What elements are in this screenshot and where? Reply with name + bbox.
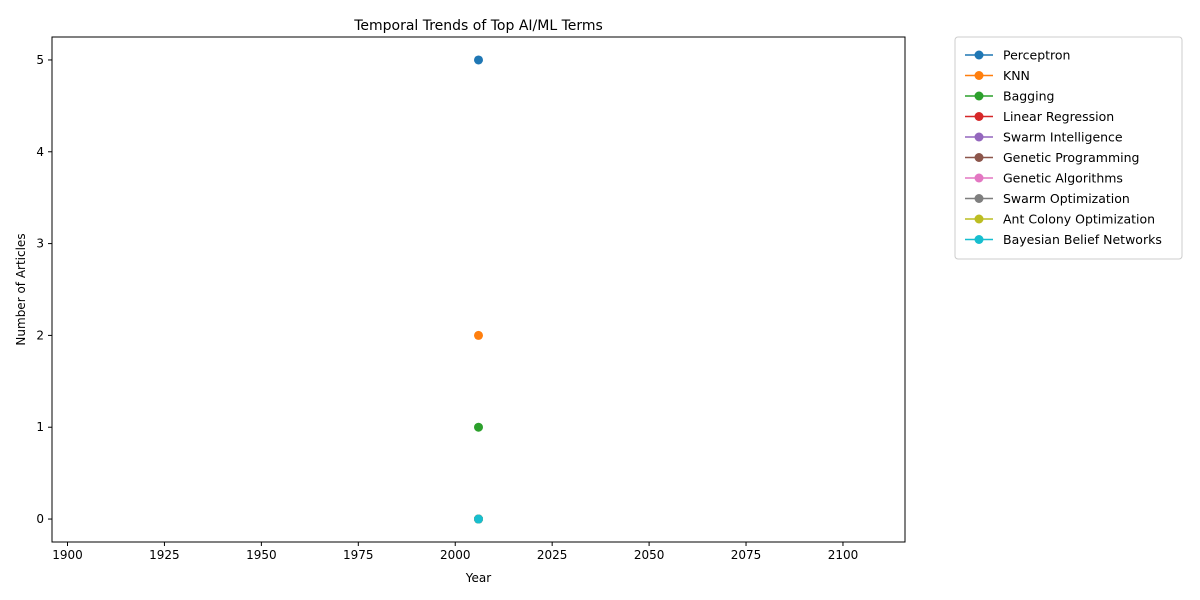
data-point (474, 330, 483, 340)
legend-label: Genetic Programming (1003, 150, 1139, 165)
legend-label: Bayesian Belief Networks (1003, 232, 1162, 247)
legend-marker (974, 235, 984, 244)
data-point (474, 514, 483, 524)
y-tick-label: 2 (36, 328, 44, 342)
legend-label: Linear Regression (1003, 109, 1114, 124)
legend-item: Bagging (965, 89, 1054, 104)
y-tick-label: 4 (36, 145, 44, 159)
x-tick-label: 2075 (731, 548, 762, 562)
legend-marker (974, 173, 984, 183)
legend-label: Genetic Algorithms (1003, 171, 1123, 186)
legend-marker (974, 91, 984, 101)
legend-label: KNN (1003, 68, 1030, 83)
legend-item: Perceptron (965, 48, 1070, 63)
legend-item: Bayesian Belief Networks (965, 232, 1162, 247)
series-bagging (474, 422, 483, 432)
y-axis: 0 1 2 3 4 5 (36, 53, 52, 526)
x-tick-label: 1925 (149, 548, 180, 562)
x-tick-label: 1950 (246, 548, 277, 562)
x-tick-label: 2000 (440, 548, 471, 562)
data-point (474, 55, 483, 65)
y-tick-label: 0 (36, 512, 44, 526)
legend-marker (974, 214, 984, 224)
legend-frame (954, 36, 1183, 260)
y-tick-label: 3 (36, 237, 44, 251)
data-point (474, 422, 483, 432)
legend-item: Linear Regression (965, 109, 1114, 124)
x-tick-label: 2025 (537, 548, 568, 562)
legend-label: Ant Colony Optimization (1003, 212, 1155, 227)
legend-item: Swarm Intelligence (965, 130, 1123, 145)
legend-item: Genetic Programming (965, 150, 1139, 165)
x-tick-label: 2050 (634, 548, 665, 562)
x-tick-label: 2100 (828, 548, 859, 562)
legend-marker (974, 112, 984, 121)
x-axis: 1900 1925 1950 1975 2000 2025 2050 2075 2100 (52, 542, 858, 562)
y-tick-label: 1 (36, 420, 44, 434)
legend-label: Swarm Intelligence (1003, 130, 1123, 145)
legend-item: Ant Colony Optimization (965, 212, 1155, 227)
legend: Perceptron KNN Bagging Linear Regression Swa… (954, 36, 1183, 260)
y-axis-label: Number of Articles (14, 233, 28, 345)
legend-marker (974, 194, 984, 203)
legend-label: Bagging (1003, 89, 1054, 104)
legend-label: Swarm Optimization (1003, 191, 1130, 206)
legend-marker (974, 50, 984, 60)
series-knn (474, 330, 483, 340)
legend-marker (974, 71, 984, 80)
plot-area (51, 36, 906, 543)
series-perceptron (474, 55, 483, 65)
legend-marker (974, 132, 984, 142)
x-tick-label: 1900 (52, 548, 83, 562)
legend-item: KNN (965, 68, 1030, 83)
series-layer (474, 55, 483, 524)
legend-item: Swarm Optimization (965, 191, 1130, 206)
x-tick-label: 1975 (343, 548, 374, 562)
y-tick-label: 5 (36, 53, 44, 67)
legend-label: Perceptron (1003, 48, 1070, 63)
series-bayesian-belief-networks (474, 514, 483, 524)
legend-marker (974, 153, 984, 162)
chart-title: Temporal Trends of Top AI/ML Terms (353, 18, 603, 34)
x-axis-label: Year (465, 571, 491, 585)
legend-item: Genetic Algorithms (965, 171, 1123, 186)
